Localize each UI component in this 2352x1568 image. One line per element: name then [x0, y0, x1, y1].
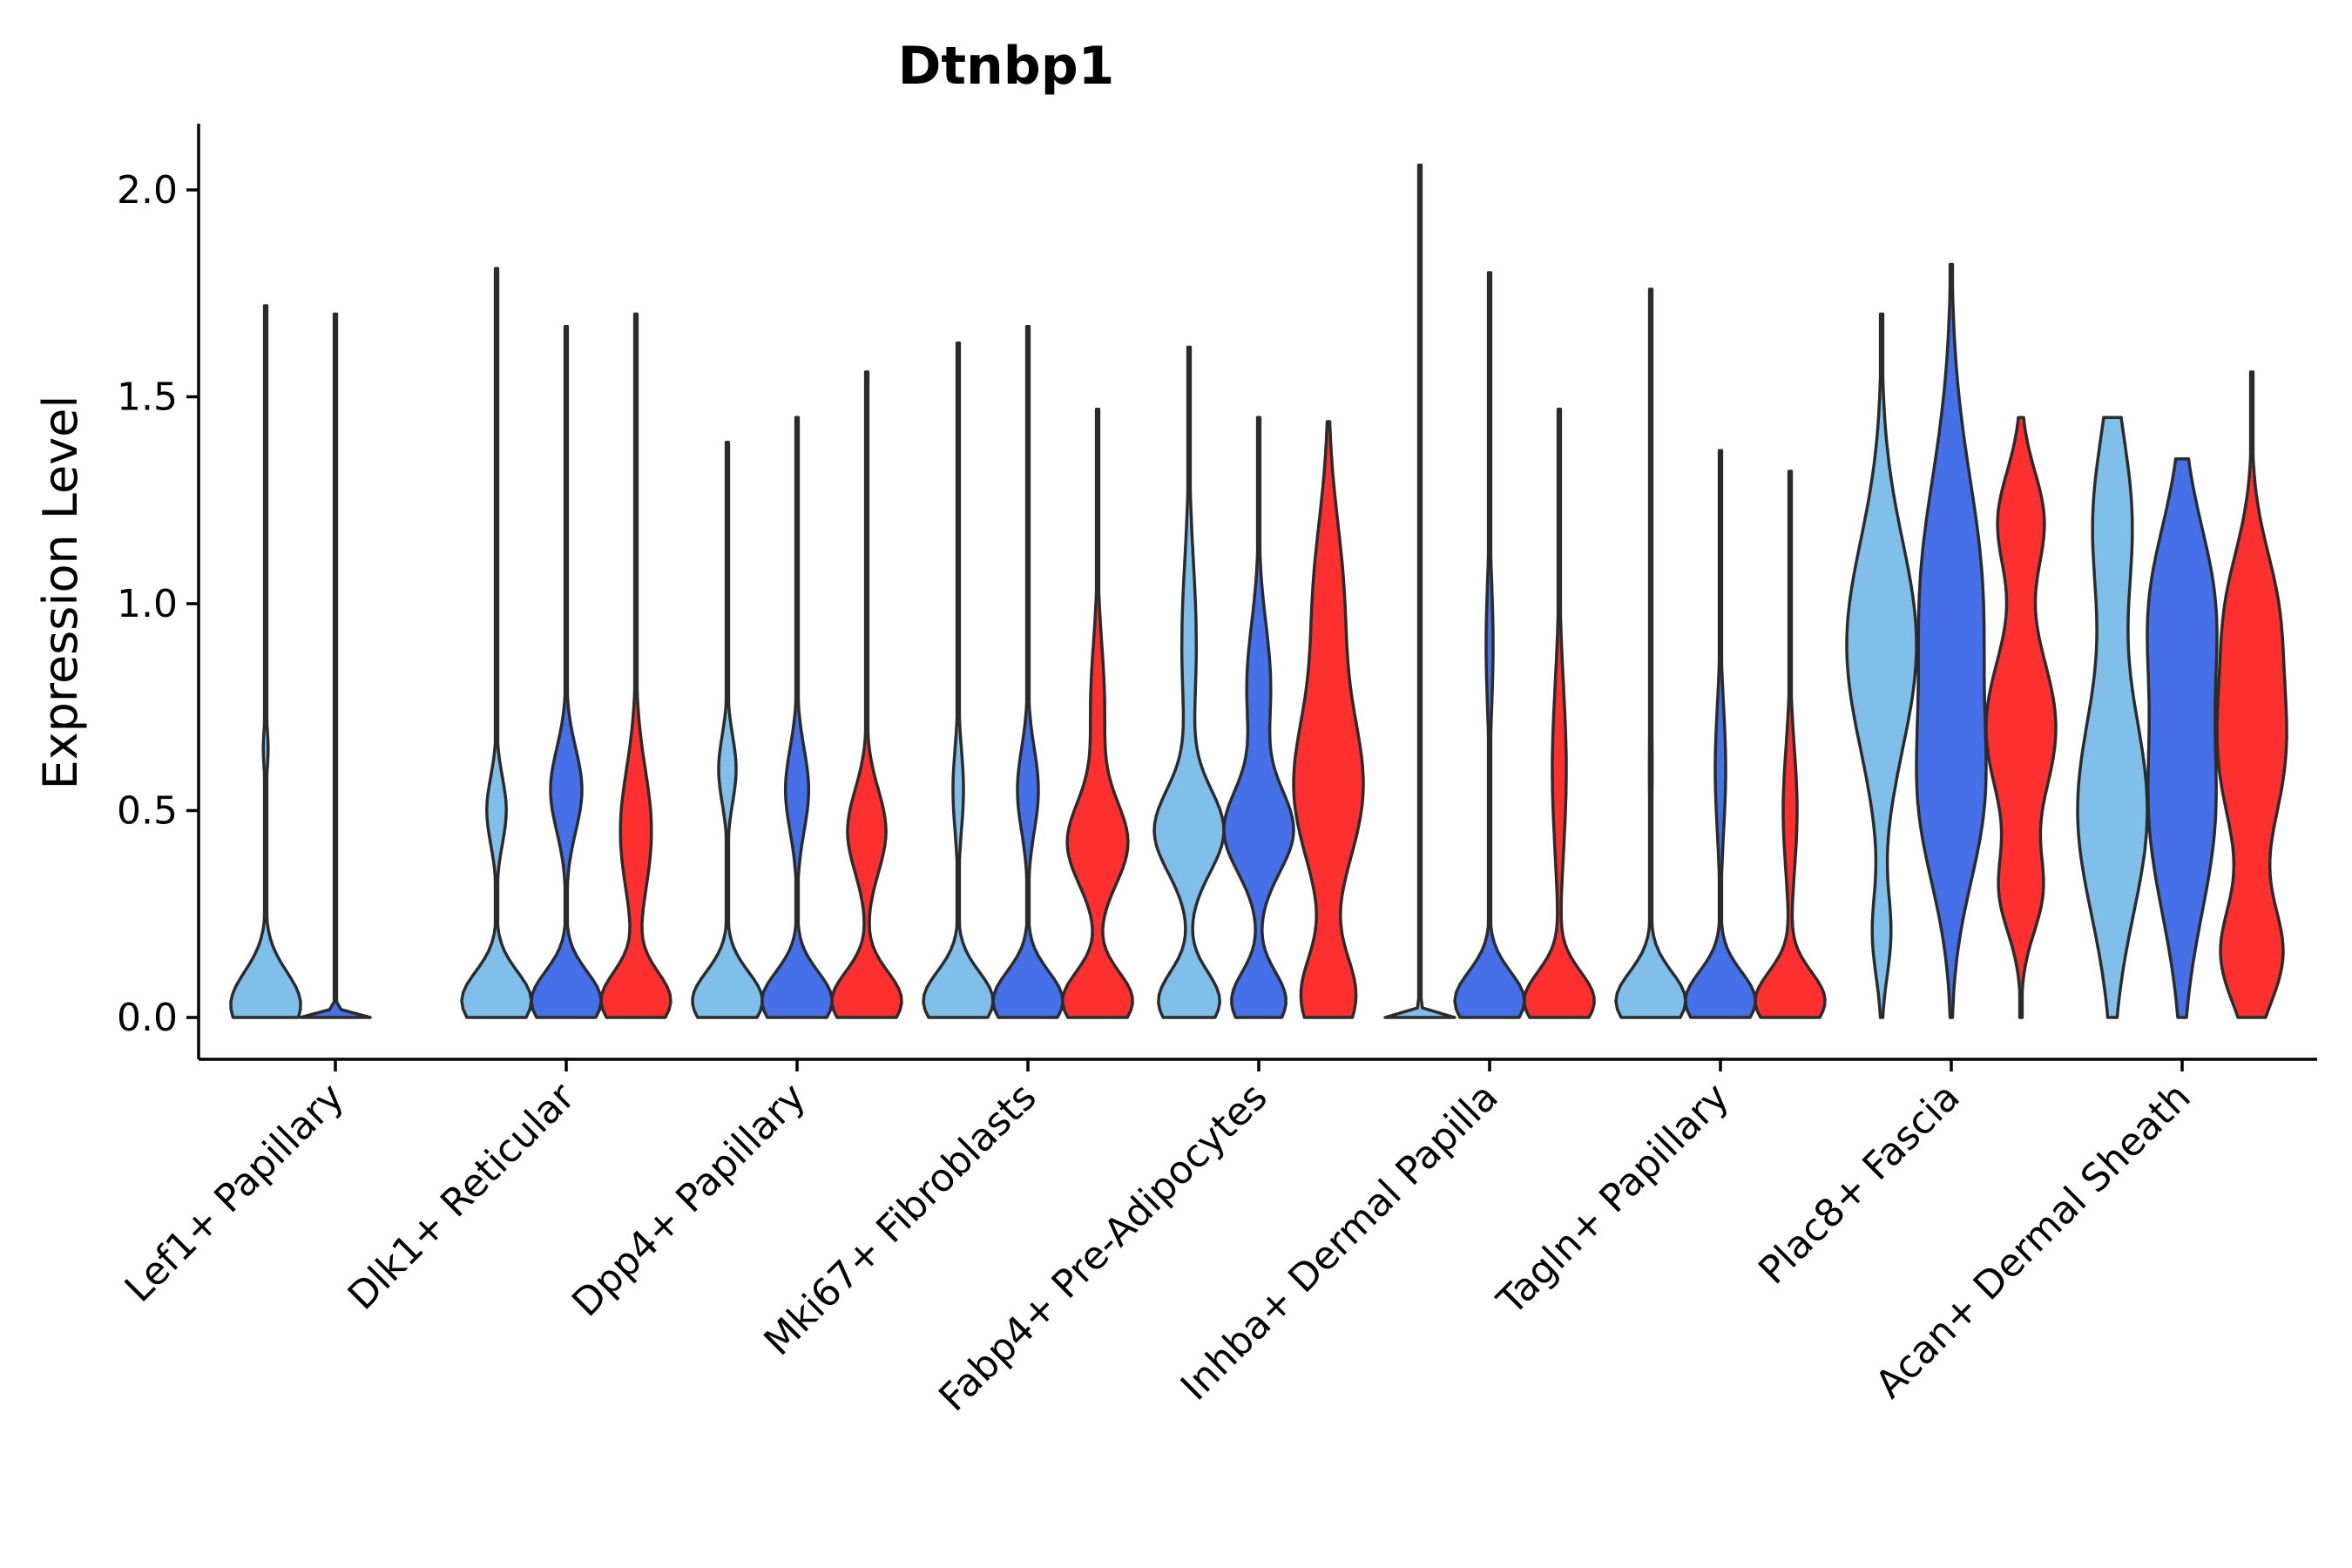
violin-dpp4-papillary-2: [830, 370, 903, 1019]
violin-fabp4-pre-adipocytes-2: [1292, 420, 1365, 1019]
violin-plac8-fascia-0: [1845, 312, 1918, 1019]
violins-group: [229, 163, 2288, 1019]
y-tick-label: 1.0: [117, 582, 178, 626]
violin-lef1-papillary-1: [299, 312, 372, 1019]
violin-inhba-dermal-papilla-0: [1383, 163, 1456, 1019]
y-tick-label: 2.0: [117, 168, 178, 213]
violin-dpp4-papillary-1: [760, 416, 834, 1019]
violin-acan-dermal-sheath-1: [2146, 457, 2219, 1019]
violin-tagln-papillary-0: [1614, 287, 1687, 1019]
x-tick-label: Dpp4+ Papillary: [564, 1075, 814, 1326]
violin-dpp4-papillary-0: [691, 441, 764, 1019]
violin-lef1-papillary-0: [229, 304, 302, 1019]
violin-tagln-papillary-1: [1684, 449, 1757, 1019]
violin-fabp4-pre-adipocytes-1: [1222, 416, 1295, 1019]
chart-title: Dtnbp1: [898, 36, 1115, 97]
violin-dlk1-reticular-2: [599, 312, 672, 1019]
y-tick-label: 0.5: [117, 789, 178, 834]
violin-plac8-fascia-2: [1984, 416, 2058, 1019]
violin-mki67-fibroblasts-1: [991, 325, 1064, 1019]
violin-tagln-papillary-2: [1754, 470, 1827, 1019]
x-tick-label: Dlk1+ Reticular: [340, 1074, 585, 1319]
violin-dlk1-reticular-0: [460, 267, 533, 1019]
violin-acan-dermal-sheath-0: [2076, 416, 2149, 1019]
violin-dlk1-reticular-1: [530, 325, 603, 1019]
violin-acan-dermal-sheath-2: [2215, 370, 2288, 1019]
violin-mki67-fibroblasts-0: [922, 341, 995, 1019]
violin-inhba-dermal-papilla-2: [1523, 407, 1596, 1019]
violin-mki67-fibroblasts-2: [1061, 407, 1134, 1019]
violin-inhba-dermal-papilla-1: [1453, 271, 1526, 1019]
x-tick-label: Lef1+ Papillary: [117, 1075, 353, 1311]
violin-fabp4-pre-adipocytes-0: [1152, 345, 1226, 1019]
y-tick-label: 0.0: [117, 996, 178, 1040]
violin-plac8-fascia-1: [1915, 262, 1988, 1019]
x-tick-label: Plac8+ Fascia: [1750, 1075, 1969, 1294]
x-tick-label: Tagln+ Papillary: [1489, 1075, 1738, 1324]
y-axis-label: Expression Level: [33, 395, 88, 790]
y-tick-label: 1.5: [117, 375, 178, 420]
